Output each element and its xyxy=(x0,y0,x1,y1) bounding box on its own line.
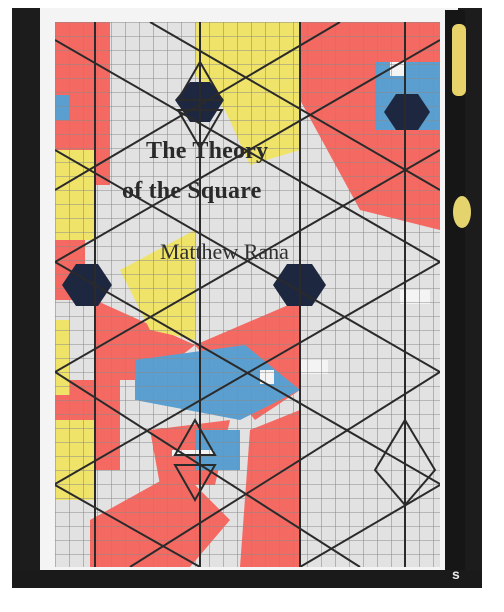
book-author: Matthew Rana xyxy=(160,239,289,264)
right-book-edge xyxy=(445,10,465,570)
bottom-strip xyxy=(12,570,482,588)
yellow-tab-middle xyxy=(453,196,471,228)
cover-artwork xyxy=(55,22,440,567)
spine-text-fragment: s xyxy=(452,566,460,582)
book-title-line-2: of the Square xyxy=(122,178,262,204)
yellow-tab-top xyxy=(452,24,466,96)
star-outlines xyxy=(173,60,437,507)
line-pattern xyxy=(55,22,440,567)
book-title-line-1: The Theory xyxy=(146,138,269,164)
